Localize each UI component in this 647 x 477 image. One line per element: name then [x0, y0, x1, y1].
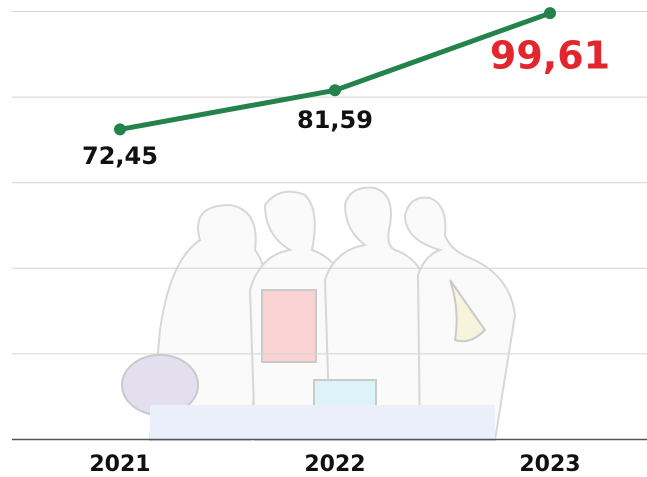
- data-label: 72,45: [82, 142, 158, 170]
- point: [114, 123, 126, 136]
- data-label: 81,59: [297, 106, 373, 134]
- point: [329, 84, 341, 97]
- point: [544, 7, 556, 20]
- data-label: 99,61: [490, 34, 610, 78]
- x-tick-label: 2021: [89, 452, 150, 477]
- x-tick-label: 2022: [304, 452, 365, 477]
- x-tick-label: 2023: [519, 452, 580, 477]
- illustration: [121, 186, 517, 441]
